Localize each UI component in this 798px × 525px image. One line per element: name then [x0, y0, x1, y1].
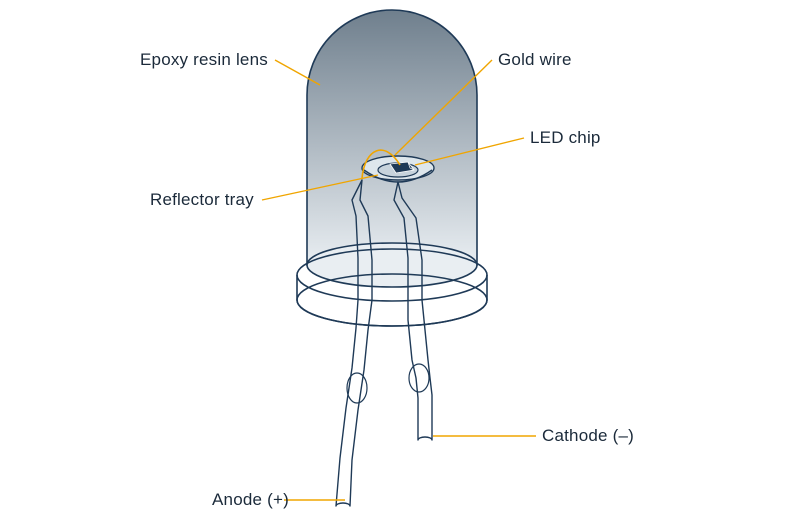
epoxy-lens — [307, 10, 477, 287]
label-ledchip: LED chip — [530, 128, 601, 148]
label-reflector: Reflector tray — [150, 190, 254, 210]
led-diagram: Epoxy resin lens Gold wire LED chip Refl… — [0, 0, 798, 525]
label-cathode: Cathode (–) — [542, 426, 634, 446]
label-anode: Anode (+) — [212, 490, 289, 510]
led-svg — [0, 0, 798, 525]
label-epoxy: Epoxy resin lens — [140, 50, 268, 70]
label-goldwire: Gold wire — [498, 50, 572, 70]
